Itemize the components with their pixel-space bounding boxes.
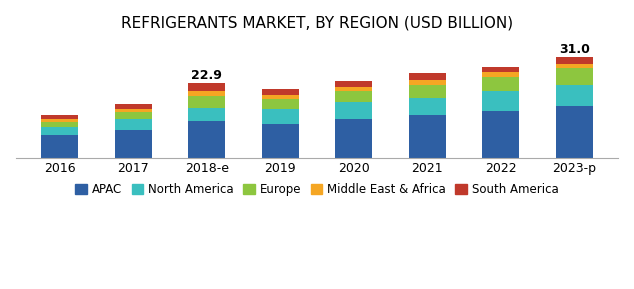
Bar <box>41 127 78 135</box>
Bar <box>335 81 372 87</box>
Text: 31.0: 31.0 <box>559 43 590 56</box>
Bar <box>115 108 152 112</box>
Bar <box>262 123 299 158</box>
Title: REFRIGERANTS MARKET, BY REGION (USD BILLION): REFRIGERANTS MARKET, BY REGION (USD BILL… <box>121 15 513 30</box>
Bar <box>482 67 519 72</box>
Bar <box>262 99 299 109</box>
Bar <box>556 85 593 106</box>
Bar <box>188 91 225 96</box>
Bar <box>409 98 446 115</box>
Legend: APAC, North America, Europe, Middle East & Africa, South America: APAC, North America, Europe, Middle East… <box>70 178 564 201</box>
Bar <box>188 108 225 121</box>
Bar <box>262 109 299 123</box>
Bar <box>41 119 78 122</box>
Bar <box>188 121 225 158</box>
Bar <box>335 119 372 158</box>
Bar <box>41 122 78 127</box>
Bar <box>409 85 446 98</box>
Bar <box>41 135 78 158</box>
Bar <box>335 87 372 91</box>
Bar <box>115 119 152 129</box>
Bar <box>409 73 446 80</box>
Bar <box>262 90 299 95</box>
Bar <box>556 57 593 64</box>
Bar <box>556 64 593 68</box>
Bar <box>188 83 225 91</box>
Bar <box>409 80 446 85</box>
Bar <box>482 72 519 77</box>
Bar <box>556 106 593 158</box>
Bar <box>409 115 446 158</box>
Bar <box>115 112 152 119</box>
Bar <box>482 111 519 158</box>
Bar <box>115 104 152 108</box>
Bar <box>41 115 78 119</box>
Bar <box>188 96 225 108</box>
Bar <box>556 68 593 85</box>
Bar <box>482 77 519 91</box>
Bar <box>115 129 152 158</box>
Bar <box>335 91 372 103</box>
Bar <box>335 103 372 119</box>
Text: 22.9: 22.9 <box>191 69 222 82</box>
Bar <box>262 95 299 99</box>
Bar <box>482 91 519 111</box>
